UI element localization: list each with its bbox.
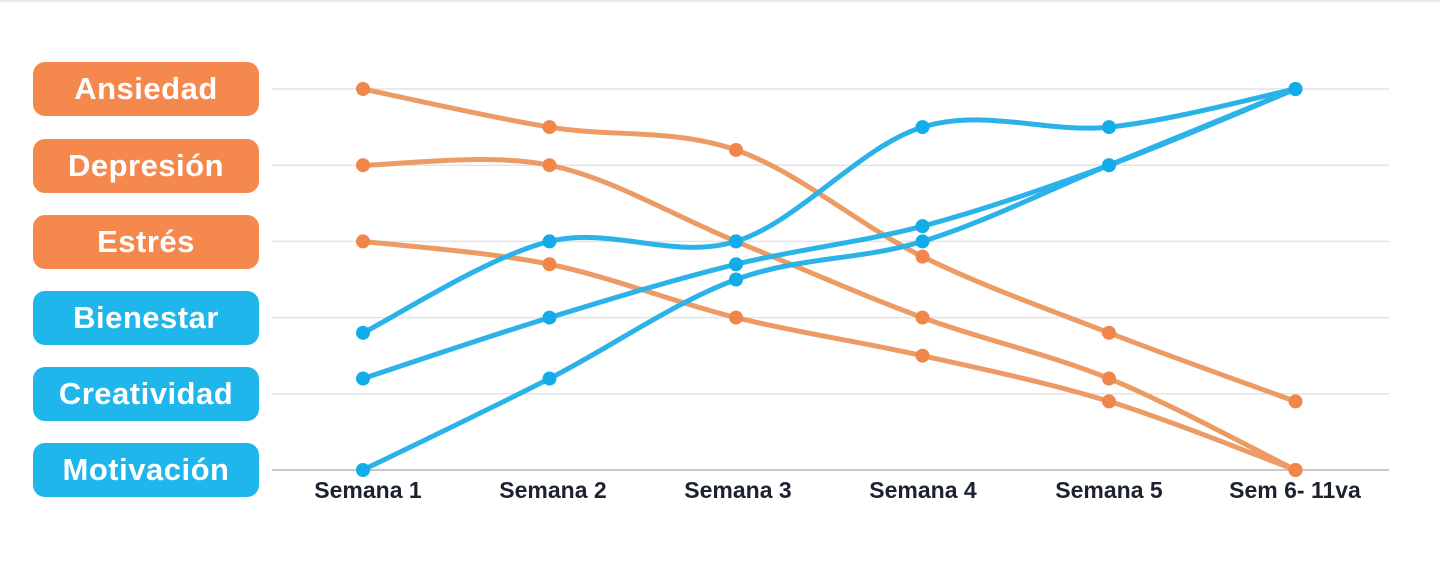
legend-item-motivacion: Motivación — [33, 443, 259, 497]
data-point-depresion-4 — [915, 310, 930, 325]
data-point-bienestar-3 — [729, 234, 743, 249]
data-point-bienestar-2 — [542, 234, 557, 249]
data-point-motivacion-3 — [729, 272, 743, 287]
data-point-ansiedad-4 — [915, 249, 930, 264]
data-point-bienestar-4 — [915, 120, 930, 135]
legend-item-estres: Estrés — [33, 215, 259, 269]
series-line-bienestar — [360, 86, 1298, 336]
data-point-estres-4 — [915, 348, 930, 363]
data-point-creatividad-2 — [542, 310, 557, 325]
data-point-ansiedad-2 — [542, 120, 557, 135]
series-line-depresion — [360, 157, 1298, 473]
top-edge-line — [0, 0, 1440, 2]
data-point-ansiedad-1 — [356, 82, 370, 96]
data-point-creatividad-3 — [729, 257, 743, 272]
data-point-estres-1 — [356, 234, 370, 249]
series-line-motivacion — [360, 86, 1298, 473]
data-point-creatividad-1 — [356, 371, 370, 386]
legend-item-bienestar: Bienestar — [33, 291, 259, 345]
legend: Ansiedad Depresión Estrés Bienestar Crea… — [0, 0, 270, 576]
data-point-motivacion-6 — [1288, 82, 1303, 96]
data-point-creatividad-4 — [915, 219, 930, 234]
legend-item-depresion: Depresión — [33, 139, 259, 193]
data-point-estres-6 — [1288, 463, 1303, 477]
data-point-depresion-2 — [542, 158, 557, 173]
data-point-depresion-1 — [356, 158, 370, 173]
data-point-bienestar-1 — [356, 325, 370, 340]
data-point-motivacion-2 — [542, 371, 557, 386]
data-point-ansiedad-3 — [729, 142, 743, 157]
data-point-motivacion-4 — [915, 234, 930, 249]
data-point-estres-5 — [1102, 394, 1116, 409]
legend-item-ansiedad: Ansiedad — [33, 62, 259, 116]
series-line-ansiedad — [360, 86, 1298, 404]
data-point-estres-3 — [729, 310, 743, 325]
series-line-estres — [360, 238, 1298, 473]
data-point-motivacion-1 — [356, 463, 370, 477]
data-point-ansiedad-6 — [1288, 394, 1303, 409]
data-point-estres-2 — [542, 257, 557, 272]
data-point-motivacion-5 — [1102, 158, 1116, 173]
data-point-depresion-5 — [1102, 371, 1116, 386]
data-point-ansiedad-5 — [1102, 325, 1116, 340]
legend-item-creatividad: Creatividad — [33, 367, 259, 421]
data-point-bienestar-5 — [1102, 120, 1116, 135]
